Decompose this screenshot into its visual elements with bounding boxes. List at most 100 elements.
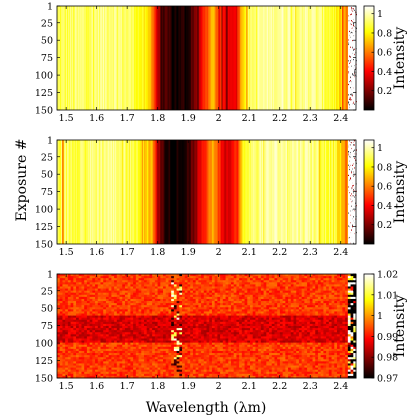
heat-cell bbox=[220, 330, 224, 333]
heat-cell bbox=[146, 6, 149, 110]
heat-cell bbox=[222, 323, 227, 327]
heat-cell bbox=[124, 321, 129, 325]
heat-cell bbox=[116, 326, 121, 329]
heat-cell bbox=[312, 284, 316, 287]
heat-cell bbox=[89, 278, 93, 281]
heat-cell bbox=[119, 336, 123, 339]
heat-cell bbox=[211, 326, 216, 329]
heat-cell bbox=[59, 313, 63, 317]
heat-cell bbox=[192, 346, 197, 350]
heat-cell bbox=[263, 309, 267, 312]
heat-cell bbox=[298, 323, 303, 327]
heat-cell bbox=[242, 140, 244, 244]
heat-cell bbox=[309, 307, 314, 310]
heat-cell bbox=[217, 328, 221, 331]
heat-cell bbox=[57, 328, 61, 331]
heat-cell bbox=[230, 344, 235, 348]
heat-cell bbox=[133, 282, 137, 285]
heat-cell bbox=[274, 332, 278, 335]
heat-cell bbox=[271, 301, 275, 304]
heat-cell bbox=[228, 292, 232, 296]
heat-cell bbox=[164, 6, 167, 110]
heat-cell bbox=[269, 278, 273, 281]
heat-cell bbox=[152, 290, 156, 294]
heat-cell bbox=[350, 292, 354, 296]
heat-cell bbox=[274, 309, 278, 312]
heat-cell bbox=[203, 330, 207, 333]
heat-cell bbox=[336, 296, 341, 300]
heat-cell bbox=[230, 332, 235, 335]
heat-cell bbox=[111, 286, 115, 290]
heat-cell bbox=[169, 6, 172, 110]
heat-cell bbox=[198, 340, 202, 344]
heat-cell bbox=[309, 284, 314, 287]
heat-cell bbox=[181, 6, 184, 110]
heat-cell bbox=[217, 307, 221, 310]
heat-cell bbox=[277, 342, 281, 346]
heat-cell bbox=[70, 334, 74, 337]
heat-cell bbox=[124, 330, 129, 333]
heat-cell bbox=[211, 321, 216, 325]
heat-cell bbox=[342, 6, 344, 110]
heat-cell bbox=[105, 321, 110, 325]
heat-cell bbox=[342, 309, 346, 312]
heat-cell bbox=[247, 321, 251, 325]
heat-cell bbox=[334, 294, 338, 298]
heat-cell bbox=[214, 305, 218, 308]
heat-cell bbox=[114, 282, 118, 285]
heat-cell bbox=[192, 286, 197, 290]
heat-cell bbox=[269, 346, 273, 350]
heat-cell bbox=[342, 326, 346, 329]
heat-cell bbox=[331, 317, 335, 321]
heat-cell bbox=[147, 140, 150, 244]
heat-cell bbox=[353, 317, 357, 321]
heat-cell bbox=[94, 140, 97, 244]
heat-cell bbox=[266, 307, 270, 310]
heat-cell bbox=[209, 336, 213, 339]
heat-cell bbox=[352, 140, 354, 244]
heat-cell bbox=[168, 315, 172, 319]
heat-cell bbox=[315, 140, 317, 244]
heat-cell bbox=[336, 292, 341, 296]
heat-cell bbox=[86, 342, 91, 346]
heat-cell bbox=[241, 298, 246, 302]
heat-cell bbox=[78, 274, 82, 277]
heat-cell bbox=[149, 294, 153, 298]
heat-cell bbox=[173, 278, 178, 281]
heat-cell bbox=[323, 313, 327, 317]
heat-cell bbox=[138, 332, 142, 335]
heat-cell bbox=[116, 278, 121, 281]
heat-cell bbox=[230, 334, 235, 337]
heat-cell bbox=[336, 313, 341, 317]
heat-cell bbox=[152, 321, 156, 325]
heat-cell bbox=[339, 336, 343, 339]
heat-cell bbox=[228, 330, 232, 333]
heat-cell bbox=[143, 303, 148, 306]
heat-cell bbox=[279, 313, 284, 317]
heat-cell bbox=[59, 309, 63, 312]
heat-cell bbox=[141, 274, 145, 277]
heat-cell bbox=[211, 278, 216, 281]
heat-cell bbox=[214, 284, 218, 287]
heat-cell bbox=[241, 280, 246, 283]
heat-cell bbox=[206, 336, 210, 339]
heat-cell bbox=[81, 288, 85, 292]
heat-cell bbox=[336, 284, 341, 287]
heat-cell bbox=[198, 309, 202, 312]
heat-cell bbox=[233, 338, 237, 342]
heat-cell bbox=[220, 305, 224, 308]
heat-cell bbox=[99, 6, 102, 110]
heat-cell bbox=[76, 288, 80, 292]
heat-cell bbox=[233, 317, 237, 321]
heat-cell bbox=[92, 326, 96, 329]
heat-cell bbox=[307, 274, 311, 277]
heat-cell bbox=[247, 315, 251, 319]
heat-cell bbox=[229, 140, 232, 244]
heat-cell bbox=[135, 326, 140, 329]
heat-cell bbox=[345, 140, 347, 244]
heat-cell bbox=[298, 344, 303, 348]
heat-cell bbox=[114, 348, 118, 352]
heat-cell bbox=[95, 278, 99, 281]
heat-cell bbox=[328, 280, 333, 283]
heat-cell bbox=[274, 344, 278, 348]
